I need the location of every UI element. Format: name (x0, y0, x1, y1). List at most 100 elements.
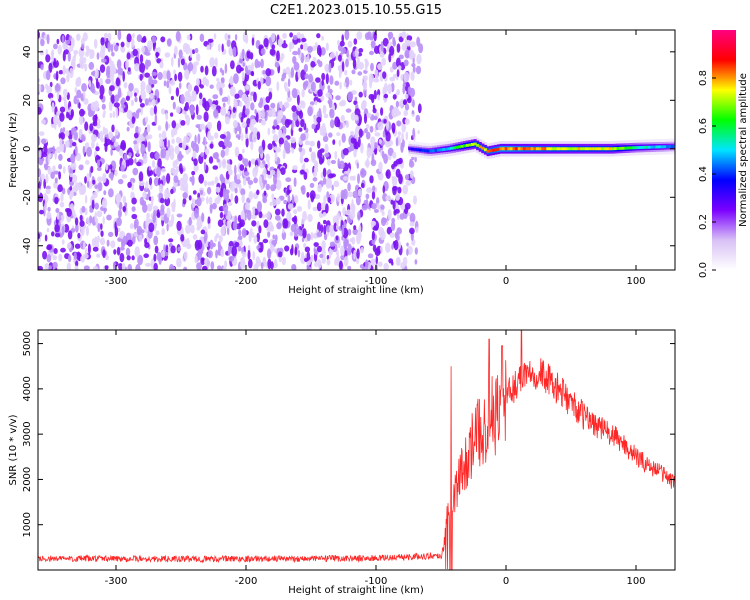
heatmap-cell (118, 201, 123, 210)
heatmap-cell (415, 114, 421, 122)
heatmap-cell (228, 168, 233, 176)
heatmap-cell (96, 52, 100, 60)
heatmap-cell (312, 171, 318, 178)
heatmap-cell (404, 118, 410, 125)
heatmap-cell (340, 245, 345, 256)
heatmap-cell (406, 248, 409, 256)
heatmap-cell (221, 43, 224, 53)
heatmap-cell (254, 164, 259, 174)
heatmap-cell (168, 85, 172, 95)
heatmap-cell (134, 246, 140, 258)
heatmap-ridge-cell (496, 147, 501, 151)
heatmap-cell (217, 219, 224, 227)
heatmap-cell (275, 197, 281, 205)
heatmap-cell (132, 48, 138, 57)
heatmap-cell (205, 78, 210, 87)
heatmap-cell (328, 98, 333, 109)
heatmap-cell (84, 176, 87, 184)
heatmap-cell (107, 41, 111, 53)
heatmap-cell (60, 77, 66, 85)
heatmap-cell (53, 114, 59, 126)
heatmap-cell (335, 255, 340, 266)
heatmap-cell (108, 100, 113, 112)
heatmap-cell (216, 120, 222, 132)
heatmap-cell (244, 209, 250, 214)
heatmap-cell (226, 219, 232, 229)
heatmap-cell (211, 103, 217, 110)
heatmap-cell (409, 221, 415, 227)
heatmap-cell (102, 216, 105, 225)
heatmap-cell (54, 232, 61, 238)
heatmap-cell (62, 127, 66, 133)
heatmap-cell (103, 32, 108, 38)
heatmap-cell (314, 100, 318, 106)
heatmap-cell (113, 102, 120, 108)
heatmap-cell (51, 231, 55, 237)
heatmap-cell (369, 175, 374, 184)
heatmap-cell (76, 152, 81, 162)
heatmap-cell (373, 89, 377, 100)
heatmap-cell (327, 85, 331, 90)
heatmap-cell (377, 63, 383, 71)
snr-frame (37, 329, 676, 571)
heatmap-cell (291, 194, 295, 205)
heatmap-cell (393, 239, 399, 251)
heatmap-cell (276, 124, 280, 130)
heatmap-ridge-cell (585, 147, 589, 151)
heatmap-ridge-region (408, 136, 675, 159)
heatmap-cell (45, 70, 51, 81)
heatmap-cell (83, 90, 86, 99)
heatmap-cell (189, 104, 195, 116)
heatmap-cell (352, 190, 358, 199)
heatmap-cell (355, 195, 361, 206)
heatmap-cell (86, 48, 93, 54)
heatmap-cell (85, 160, 90, 165)
heatmap-cell (385, 131, 391, 142)
heatmap-cell (250, 102, 255, 111)
heatmap-cell (409, 170, 414, 179)
heatmap-cell (304, 140, 310, 146)
heatmap-ridge-cell (632, 146, 636, 150)
heatmap-cell (207, 216, 211, 226)
heatmap-cell (128, 82, 134, 92)
heatmap-cell (182, 197, 187, 205)
heatmap-cell (131, 213, 138, 220)
colorbar-tick-label: 0.2 (698, 214, 709, 230)
heatmap-cell (389, 76, 396, 82)
spectrogram-x-axis: -300 -200 -100 0 100 (105, 30, 646, 287)
heatmap-cell (38, 131, 45, 137)
heatmap-cell (239, 219, 245, 228)
heatmap-cell (159, 61, 164, 69)
heatmap-cell (215, 186, 221, 193)
heatmap-ridge-cell (624, 146, 628, 150)
heatmap-cell (40, 173, 45, 181)
heatmap-cell (64, 130, 70, 137)
heatmap-cell (229, 181, 236, 192)
heatmap-cell (91, 140, 95, 149)
heatmap-cell (194, 207, 199, 219)
heatmap-cell (114, 169, 118, 177)
heatmap-cell (323, 113, 329, 119)
heatmap-cell (347, 228, 352, 236)
heatmap-cell (232, 220, 238, 231)
heatmap-cell (366, 187, 373, 194)
heatmap-ridge-cell (455, 145, 459, 149)
heatmap-cell (331, 184, 334, 191)
heatmap-cell (287, 194, 291, 204)
heatmap-cell (282, 228, 285, 234)
heatmap-cell (38, 233, 41, 240)
heatmap-cell (108, 188, 114, 198)
heatmap-cell (269, 169, 276, 176)
heatmap-cell (106, 214, 112, 221)
heatmap-cell (418, 43, 424, 54)
heatmap-cell (152, 205, 159, 211)
heatmap-cell (313, 242, 319, 247)
heatmap-ridge-cell (652, 145, 657, 149)
heatmap-cell (174, 145, 180, 155)
heatmap-cell (134, 96, 138, 103)
heatmap-cell (352, 228, 359, 235)
heatmap-cell (240, 260, 246, 269)
heatmap-cell (161, 130, 167, 140)
heatmap-cell (139, 180, 145, 187)
heatmap-cell (297, 249, 301, 258)
